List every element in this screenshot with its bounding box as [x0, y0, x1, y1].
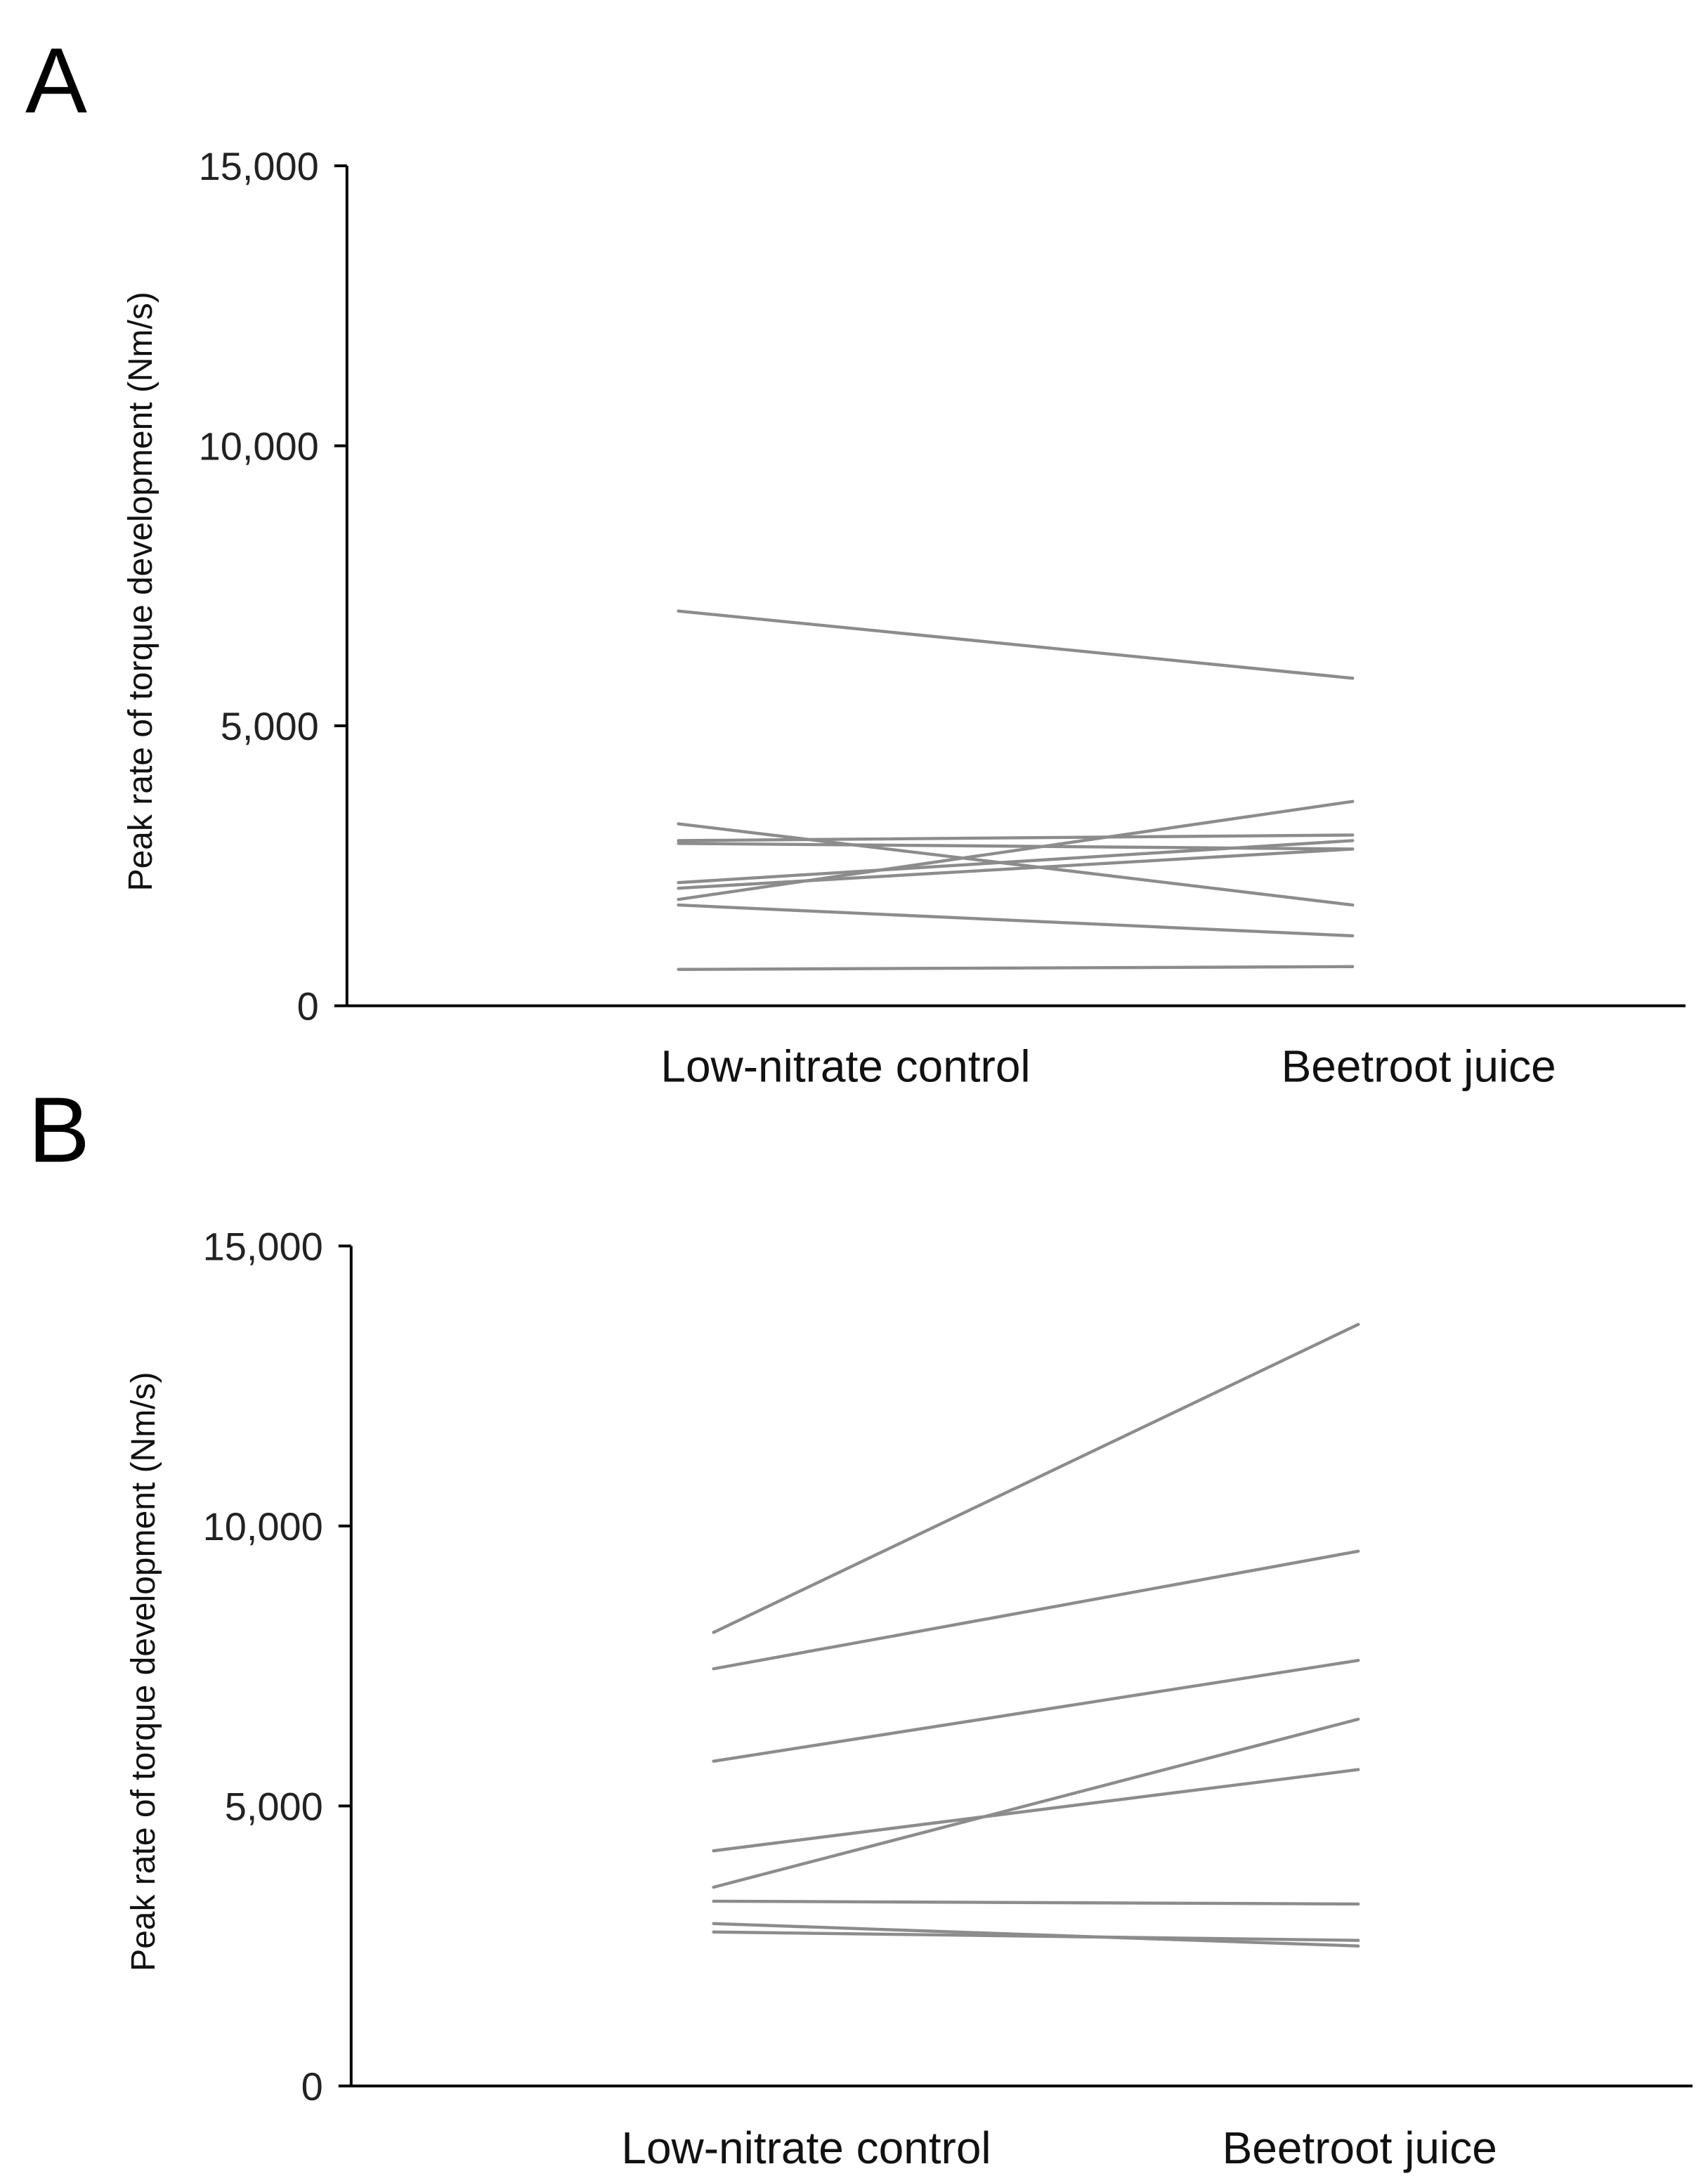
- y-tick-label: 15,000: [199, 144, 319, 188]
- panel-b: B 0 5,000 10,000 15,000 Low-nitrate control Be…: [28, 1078, 1693, 2173]
- panel-label: B: [28, 1078, 90, 1181]
- y-tick-label: 5,000: [221, 704, 319, 748]
- panel-label: A: [25, 29, 87, 132]
- x-category-label: Low-nitrate control: [660, 1041, 1030, 1092]
- series-line-participant-3: [677, 833, 1355, 842]
- series-line-participant-1: [712, 1322, 1360, 1634]
- series-line-participant-4: [712, 1768, 1360, 1853]
- series-line-participant-8: [712, 1930, 1360, 1942]
- x-category-label: Beetroot juice: [1282, 1041, 1556, 1092]
- series-line-participant-3: [712, 1658, 1360, 1763]
- series-line-participant-6: [677, 847, 1355, 890]
- series-line-participant-5: [677, 839, 1355, 885]
- series-line-participant-2: [677, 822, 1355, 907]
- x-category-label: Beetroot juice: [1223, 2123, 1497, 2173]
- y-tick-label: 5,000: [225, 1784, 323, 1828]
- series-line-participant-6: [712, 1899, 1360, 1906]
- y-tick-label: 0: [301, 2064, 323, 2109]
- series-line-participant-2: [712, 1549, 1360, 1671]
- y-tick-label: 10,000: [199, 424, 319, 469]
- y-axis-label: Peak rate of torque development (Nm/s): [125, 1372, 162, 1972]
- y-tick-label: 15,000: [203, 1224, 323, 1268]
- y-tick-label: 0: [297, 984, 319, 1029]
- x-category-label: Low-nitrate control: [621, 2123, 991, 2173]
- series-line-participant-5: [712, 1717, 1360, 1889]
- series-line-participant-1: [677, 609, 1355, 680]
- y-axis-label: Peak rate of torque development (Nm/s): [122, 292, 159, 891]
- series-line-participant-8: [677, 903, 1355, 938]
- y-tick-label: 10,000: [203, 1504, 323, 1549]
- series-line-participant-9: [677, 965, 1355, 971]
- panel-a: A 0 5,000 10,000 15,000 Low-nitrate control Be…: [25, 29, 1686, 1092]
- series-line-participant-7: [677, 800, 1355, 901]
